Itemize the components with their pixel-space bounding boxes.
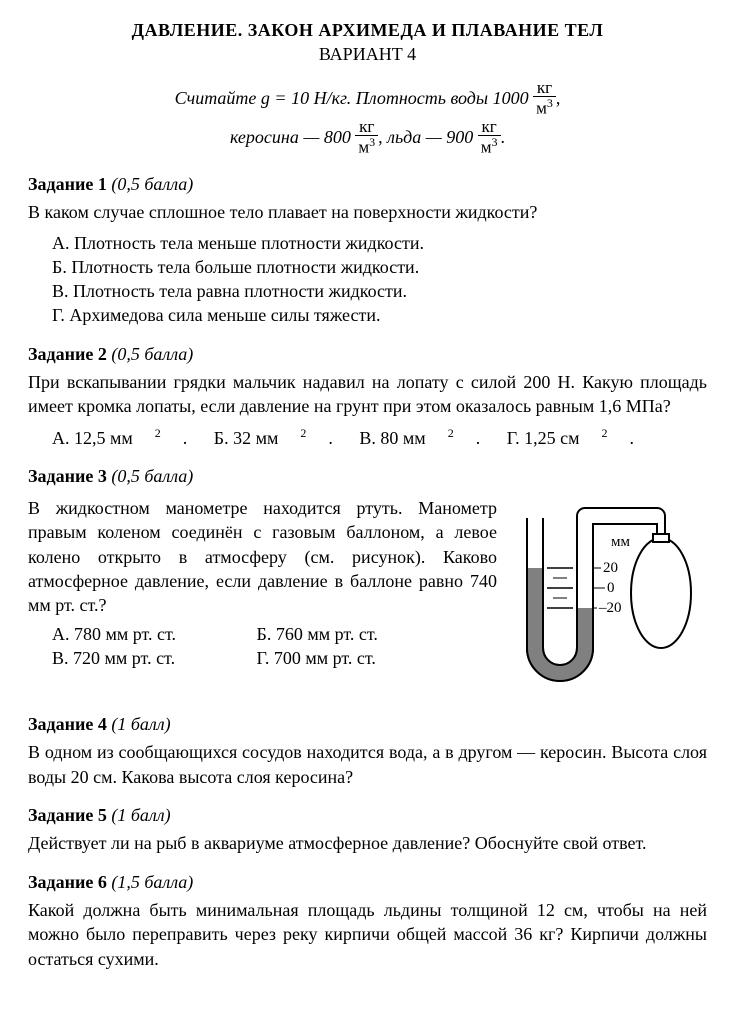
scale-m20: –20 [598,600,622,616]
task1-question: В каком случае сплошное тело плавает на … [28,200,707,224]
option-d: Г. Архимедова сила меньше силы тяжести. [52,303,707,327]
task4-question: В одном из сообщающихся сосудов находитс… [28,740,707,789]
task5-head: Задание 5 (1 балл) [28,803,707,827]
option-c: В. 80 мм2. [359,428,480,448]
intro-block: Считайте g = 10 Н/кг. Плотность воды 100… [28,81,707,158]
scale-unit: мм [611,534,630,550]
task3-options: А. 780 мм рт. ст. Б. 760 мм рт. ст. В. 7… [52,622,497,671]
task3-question: В жидкостном манометре находится ртуть. … [28,496,497,617]
intro-l2a: керосина — 800 [230,127,351,147]
option-b: Б. 760 мм рт. ст. [257,622,457,646]
option-a: А. Плотность тела меньше плотности жидко… [52,231,707,255]
scale-20: 20 [603,560,618,576]
option-b: Б. 32 мм2. [214,428,333,448]
unit-fraction: кгм3 [478,118,501,156]
page-subtitle: ВАРИАНТ 4 [28,42,707,66]
option-c: В. Плотность тела равна плотности жидкос… [52,279,707,303]
unit-fraction: кгм3 [533,79,556,117]
task2-question: При вскапывании грядки мальчик надавил н… [28,370,707,419]
option-a: А. 780 мм рт. ст. [52,622,252,646]
task4-head: Задание 4 (1 балл) [28,712,707,736]
task1-options: А. Плотность тела меньше плотности жидко… [52,231,707,328]
task5-question: Действует ли на рыб в аквариуме атмосфер… [28,831,707,855]
task2-options: А. 12,5 мм2. Б. 32 мм2. В. 80 мм2. Г. 1,… [52,425,707,450]
task1-head: Задание 1 (0,5 балла) [28,172,707,196]
scale-0: 0 [607,580,615,596]
task6-question: Какой должна быть минимальная площадь ль… [28,898,707,971]
task6-head: Задание 6 (1,5 балла) [28,870,707,894]
unit-fraction: кгм3 [355,118,378,156]
manometer-figure: мм 20 0 –20 [507,498,707,698]
intro-l1: Считайте g = 10 Н/кг. Плотность воды 100… [175,88,529,108]
option-a: А. 12,5 мм2. [52,428,187,448]
option-c: В. 720 мм рт. ст. [52,646,252,670]
intro-l2b: , льда — 900 [378,127,473,147]
task2-head: Задание 2 (0,5 балла) [28,342,707,366]
option-d: Г. 700 мм рт. ст. [257,646,457,670]
page-title: ДАВЛЕНИЕ. ЗАКОН АРХИМЕДА И ПЛАВАНИЕ ТЕЛ [28,18,707,42]
option-b: Б. Плотность тела больше плотности жидко… [52,255,707,279]
option-d: Г. 1,25 см2. [507,428,634,448]
task3-head: Задание 3 (0,5 балла) [28,464,707,488]
